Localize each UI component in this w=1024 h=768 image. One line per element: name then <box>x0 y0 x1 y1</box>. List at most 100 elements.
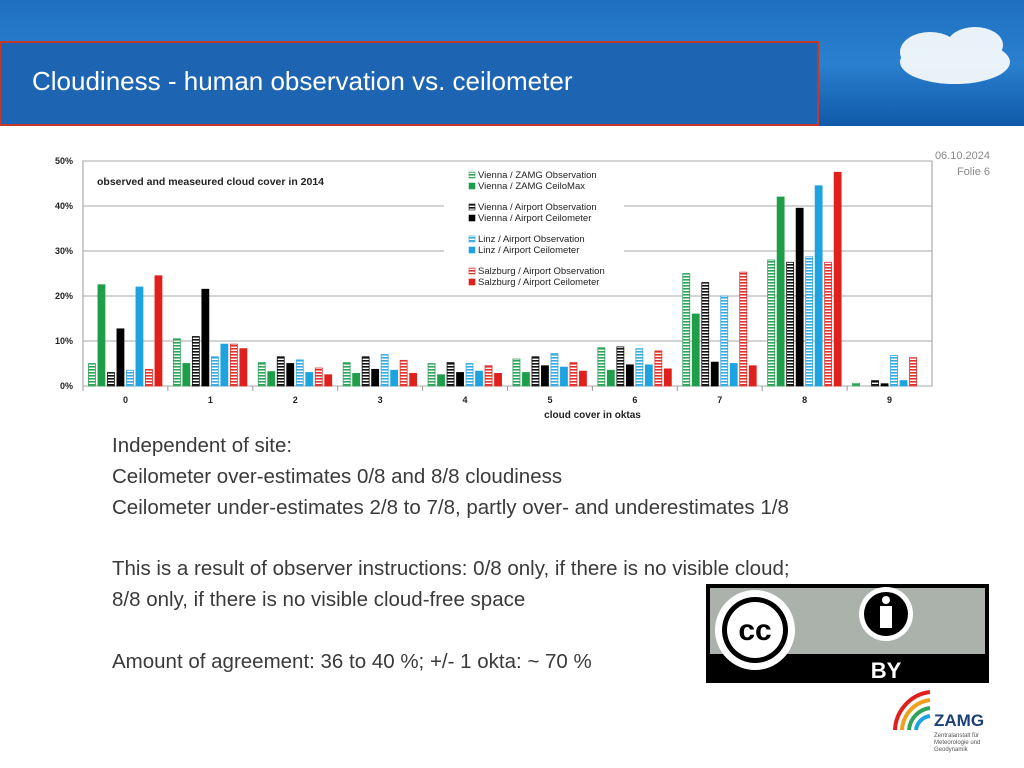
bar <box>172 338 181 387</box>
bar <box>305 372 314 387</box>
legend-label: Vienna / ZAMG Observation <box>478 170 597 181</box>
bar <box>220 343 229 387</box>
x-tick-label: 5 <box>547 395 552 405</box>
bar <box>352 372 361 387</box>
bar <box>541 365 549 387</box>
bar <box>739 271 748 387</box>
legend-swatch <box>468 171 476 179</box>
bar <box>484 365 493 387</box>
bar <box>239 348 248 387</box>
title-box <box>0 41 819 126</box>
bar <box>295 359 304 387</box>
cc-logo: cc BY <box>706 584 989 683</box>
bar <box>795 207 804 387</box>
bar <box>257 362 266 387</box>
bar <box>909 357 917 387</box>
legend-label: Salzburg / Airport Ceilometer <box>478 277 599 288</box>
bar <box>654 350 663 387</box>
legend-label: Vienna / ZAMG CeiloMax <box>478 181 585 192</box>
body-line: Independent of site: <box>112 434 292 457</box>
x-tick-label: 1 <box>208 395 213 405</box>
bar <box>720 295 729 387</box>
header: Cloudiness - human observation vs. ceilo… <box>0 0 1024 126</box>
bar <box>437 374 445 387</box>
bar <box>597 347 606 387</box>
legend-swatch <box>468 235 476 243</box>
x-tick-label: 4 <box>463 395 468 405</box>
bar <box>229 343 238 387</box>
bar <box>560 366 568 387</box>
bar <box>380 354 389 387</box>
bar <box>606 369 615 387</box>
bar <box>361 356 370 387</box>
bar <box>635 348 644 387</box>
bar <box>210 356 219 387</box>
body-line: 8/8 only, if there is no visible cloud-f… <box>112 588 525 611</box>
bar <box>267 371 276 387</box>
x-tick-label: 0 <box>123 395 128 405</box>
logo-line: Geodynamik <box>934 747 969 753</box>
bar <box>371 368 380 387</box>
bar <box>154 275 163 387</box>
bar <box>522 372 530 387</box>
bar <box>663 368 672 387</box>
bar <box>748 365 757 387</box>
bar <box>776 196 785 387</box>
date: 06.10.2024 <box>935 150 990 162</box>
bar <box>314 367 323 387</box>
chart-title: observed and measeured cloud cover in 20… <box>97 176 324 188</box>
bar <box>833 171 842 387</box>
bar <box>107 372 115 387</box>
bar <box>456 372 464 387</box>
zamg-logo: ZAMG Zentralanstalt für Meteorologie und… <box>893 690 984 753</box>
bar <box>97 284 106 387</box>
bar <box>852 382 860 387</box>
bar <box>276 356 285 387</box>
body: Independent of site: Ceilometer over-est… <box>112 434 790 673</box>
bar <box>644 364 653 387</box>
bar <box>890 354 898 387</box>
bar <box>899 380 908 387</box>
bar <box>182 363 191 387</box>
cc-text: cc <box>738 614 771 647</box>
bar <box>427 363 436 387</box>
bar <box>767 259 776 387</box>
y-tick-label: 10% <box>55 336 73 346</box>
legend-swatch <box>468 267 476 275</box>
bar <box>531 356 540 387</box>
bar <box>871 380 879 387</box>
folio: Folie 6 <box>957 166 990 178</box>
bar <box>88 363 96 387</box>
legend-swatch <box>468 278 476 286</box>
bar <box>786 261 795 387</box>
bar <box>446 362 455 387</box>
bar <box>191 336 200 387</box>
x-tick-label: 7 <box>717 395 722 405</box>
x-tick-label: 8 <box>802 395 807 405</box>
chart: 0% 10% 20% 30% 40% 50% observed and measeured … <box>55 156 933 421</box>
bar <box>710 361 719 387</box>
bar <box>616 346 625 387</box>
body-line: This is a result of observer instruction… <box>112 557 790 580</box>
logo-name: ZAMG <box>934 711 984 730</box>
bar <box>569 362 578 387</box>
legend-label: Linz / Airport Observation <box>478 234 585 245</box>
bar <box>342 362 351 387</box>
legend-swatch <box>468 214 476 222</box>
x-tick-label: 2 <box>293 395 298 405</box>
bar <box>126 369 134 387</box>
legend-swatch <box>468 182 476 190</box>
bar <box>701 282 710 387</box>
body-line: Amount of agreement: 36 to 40 %; +/- 1 o… <box>112 650 592 673</box>
bar <box>324 374 333 387</box>
bar <box>805 256 814 387</box>
bar <box>729 363 738 387</box>
x-tick-label: 6 <box>632 395 637 405</box>
bar <box>409 372 418 387</box>
slide-title: Cloudiness - human observation vs. ceilo… <box>32 66 573 96</box>
x-axis-label: cloud cover in oktas <box>544 410 641 421</box>
legend-label: Linz / Airport Ceilometer <box>478 245 579 256</box>
y-tick-label: 50% <box>55 156 73 166</box>
bar <box>201 288 210 387</box>
